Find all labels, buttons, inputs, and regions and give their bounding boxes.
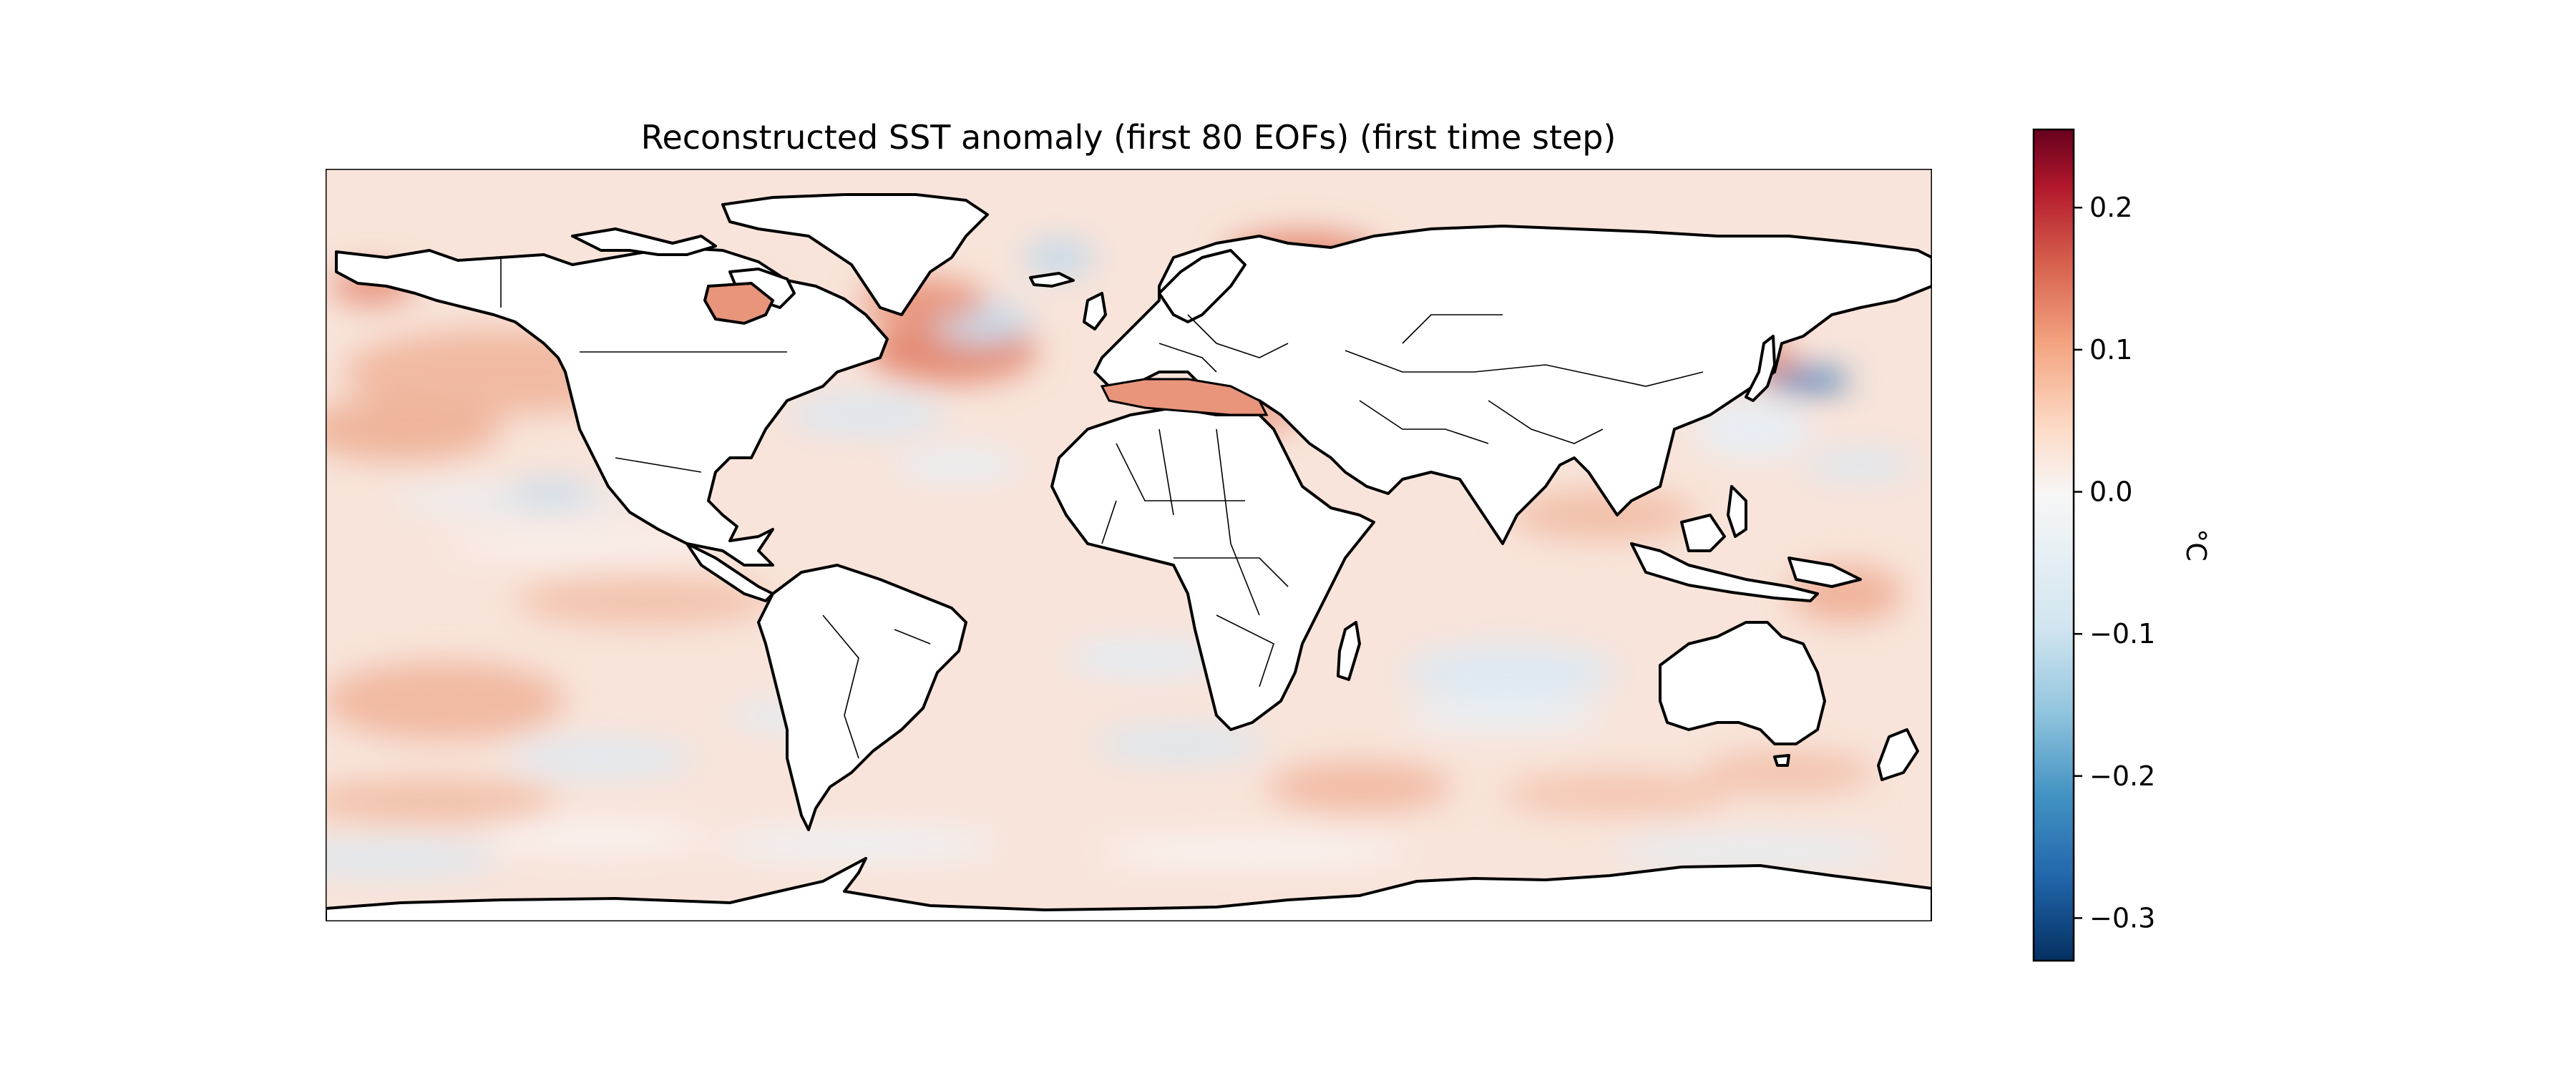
north-america-landmass [335, 246, 889, 567]
mediterranean-sea [1100, 378, 1269, 416]
arctic-archipelago [571, 227, 717, 256]
colorbar-tick-label: −0.2 [2089, 760, 2155, 792]
new-guinea [1787, 557, 1862, 588]
colorbar-gradient [2032, 128, 2075, 962]
colorbar-tick-label: −0.1 [2089, 618, 2155, 650]
colorbar-tick-label: 0.2 [2089, 192, 2132, 223]
map-panel [326, 169, 1932, 921]
colorbar-tick-label: 0.0 [2089, 476, 2132, 508]
eurasia-landmass [1093, 225, 1932, 545]
sst-anomaly-field [326, 232, 1918, 874]
philippines [1727, 485, 1747, 538]
colorbar-tick-label: 0.1 [2089, 334, 2132, 366]
land-masses [326, 193, 1932, 921]
australia-landmass [1659, 621, 1826, 745]
japan [1745, 335, 1776, 402]
colorbar-ticks: 0.2 0.1 0.0 −0.1 −0.2 −0.3 [2074, 192, 2155, 934]
madagascar [1337, 621, 1361, 681]
indonesia-islands [1630, 542, 1819, 602]
country-borders [500, 258, 1704, 759]
colorbar-label: °C [2180, 529, 2212, 562]
scandinavia [1158, 249, 1246, 323]
iceland [1029, 272, 1075, 288]
hudson-bay [703, 281, 775, 325]
colorbar: 0.2 0.1 0.0 −0.1 −0.2 −0.3 °C [2032, 128, 2212, 962]
map-title: Reconstructed SST anomaly (first 80 EOFs… [641, 118, 1616, 157]
tasmania [1773, 754, 1790, 767]
antarctica-landmass [326, 857, 1932, 921]
british-isles [1083, 292, 1107, 330]
central-america-landmass [686, 542, 774, 602]
colorbar-tick-label: −0.3 [2089, 902, 2155, 934]
borneo [1680, 514, 1726, 552]
new-zealand [1877, 728, 1919, 781]
greenland-landmass [721, 193, 989, 316]
africa-landmass [1050, 406, 1375, 731]
south-america-landmass [757, 564, 967, 831]
